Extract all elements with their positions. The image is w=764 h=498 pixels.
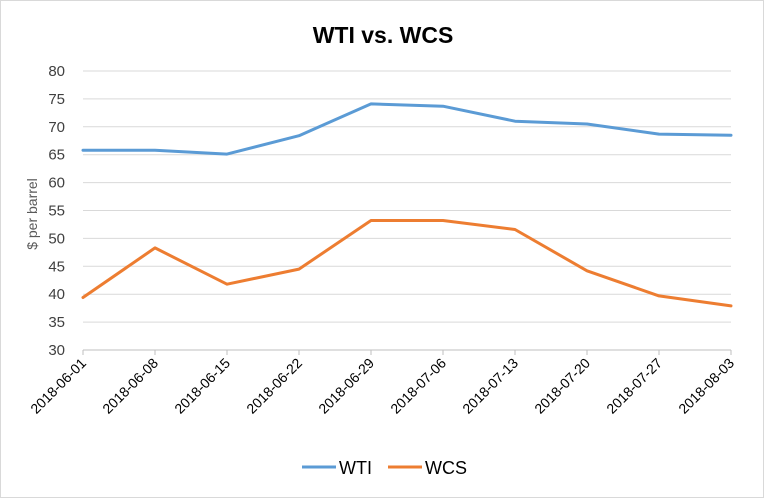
x-tick-label: 2018-07-06 [387,355,449,417]
x-tick-label: 2018-07-27 [603,355,665,417]
x-tick-label: 2018-07-13 [459,355,521,417]
legend-label-wti: WTI [339,458,372,478]
y-tick-label: 65 [48,147,65,164]
y-tick-label: 75 [48,91,65,108]
y-tick-label: 80 [48,63,65,80]
legend-label-wcs: WCS [425,458,467,478]
x-tick-label: 2018-06-29 [315,355,377,417]
y-tick-label: 45 [48,258,65,275]
series-line-wti [81,102,733,156]
x-tick-label: 2018-08-03 [675,355,737,417]
x-tick-label: 2018-06-15 [171,355,233,417]
x-axis: 2018-06-01 2018-06-08 2018-06-15 2018-06-22… [27,349,737,417]
y-axis-ticks: 30 35 40 45 50 55 60 65 70 75 80 [48,63,65,359]
series-lines [81,102,733,308]
x-tick-label: 2018-06-22 [243,355,305,417]
y-tick-label: 40 [48,286,65,303]
y-tick-label: 55 [48,203,65,220]
y-tick-label: 50 [48,230,65,247]
x-tick-label: 2018-06-01 [27,355,89,417]
legend: WTI WCS [302,458,467,478]
y-axis-title: $ per barrel [24,178,40,250]
y-tick-label: 35 [48,314,65,331]
y-tick-label: 30 [48,342,65,359]
x-tick-label: 2018-07-20 [531,355,593,417]
chart-title: WTI vs. WCS [313,22,454,48]
x-tick-label: 2018-06-08 [99,355,161,417]
gridlines [83,70,731,323]
y-tick-label: 60 [48,175,65,192]
series-line-wcs [81,219,733,308]
y-tick-label: 70 [48,119,65,136]
